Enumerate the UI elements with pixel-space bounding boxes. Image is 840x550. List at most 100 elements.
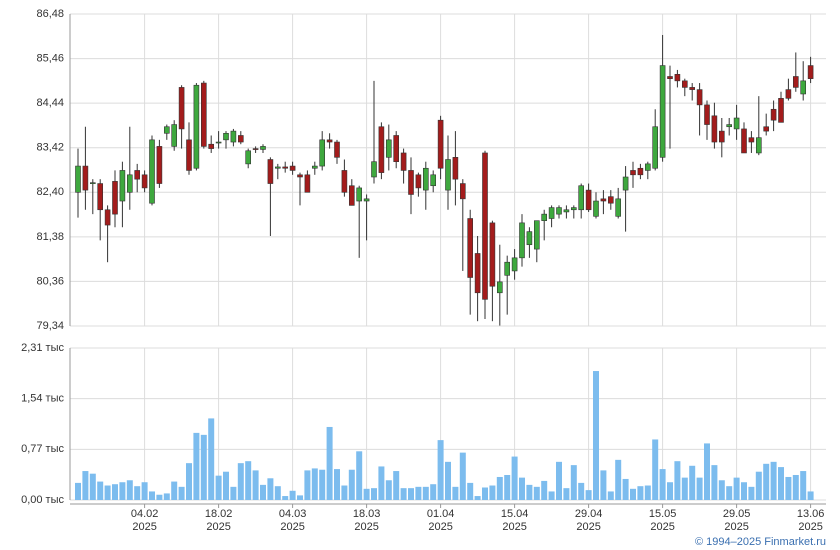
candle-body <box>600 198 607 202</box>
candle-body <box>504 261 511 276</box>
volume-bar <box>326 426 333 500</box>
x-tick-label: 01.04 <box>427 508 455 520</box>
volume-bar <box>97 481 104 500</box>
x-tick-year: 2025 <box>280 521 304 533</box>
volume-bar <box>474 496 481 500</box>
y-tick-label: 2,31 тыс <box>21 342 64 354</box>
volume-bar <box>193 432 200 500</box>
volume-bar <box>496 476 503 500</box>
volume-bar <box>223 471 229 500</box>
candle-body <box>548 207 555 219</box>
candle-body <box>208 143 214 149</box>
candle-body <box>201 82 207 147</box>
candle-body <box>674 74 681 82</box>
x-tick-label: 13.06 <box>797 508 825 520</box>
volume-bar <box>755 471 762 500</box>
y-tick-label: 82,40 <box>36 186 64 198</box>
candle-body <box>193 84 200 169</box>
candle-body <box>519 222 525 259</box>
volume-bar <box>556 461 562 500</box>
volume-bar <box>519 477 525 500</box>
candle-body <box>319 139 326 167</box>
candle-body <box>393 135 400 162</box>
volume-bar <box>644 485 651 500</box>
candle-body <box>533 220 540 250</box>
candle-body <box>526 231 533 246</box>
volume-bar <box>134 486 141 500</box>
candle-body <box>260 146 266 150</box>
x-tick-year: 2025 <box>576 521 600 533</box>
candle-body <box>149 139 155 204</box>
volume-bar <box>770 461 777 500</box>
volume-bar <box>215 475 222 500</box>
candle-body <box>607 196 614 204</box>
candle-body <box>807 65 814 79</box>
y-tick-label: 79,34 <box>36 320 64 332</box>
volume-bar <box>230 486 237 500</box>
volume-bar <box>348 469 355 500</box>
candle-body <box>90 182 96 184</box>
candle-body <box>282 166 289 169</box>
volume-bar <box>237 463 244 500</box>
y-tick-label: 85,46 <box>36 52 64 64</box>
volume-bar <box>430 484 437 500</box>
x-tick-label: 18.02 <box>205 508 233 520</box>
candle-body <box>615 198 622 217</box>
candle-body <box>356 187 363 202</box>
candle-body <box>733 117 740 130</box>
x-tick-year: 2025 <box>502 521 526 533</box>
candle-body <box>482 152 488 300</box>
volume-bar <box>630 488 636 500</box>
candle-body <box>563 209 570 213</box>
candle-body <box>785 89 792 99</box>
copyright: © 1994–2025 Finmarket.ru <box>695 536 826 548</box>
volume-bar <box>400 488 407 500</box>
volume-bar <box>467 482 474 500</box>
candle-body <box>186 139 192 171</box>
volume-bar <box>297 495 303 500</box>
candle-body <box>171 124 177 147</box>
volume-bar <box>371 488 377 500</box>
volume-bar <box>75 482 81 500</box>
candle-body <box>408 170 414 195</box>
candle-body <box>156 146 163 184</box>
candle-body <box>178 87 185 130</box>
volume-bar <box>200 434 207 500</box>
candle-body <box>430 174 437 187</box>
volume-bar <box>252 470 259 500</box>
candle-body <box>97 183 103 211</box>
volume-bar <box>89 473 96 500</box>
x-tick-label: 29.04 <box>575 508 603 520</box>
volume-bar <box>341 485 348 500</box>
candle-body <box>696 89 703 106</box>
y-tick-label: 0,77 тыс <box>21 443 64 455</box>
candle-body <box>274 166 281 169</box>
candle-body <box>496 281 503 294</box>
candle-body <box>452 157 459 180</box>
candle-body <box>570 207 577 211</box>
volume-bar <box>452 486 459 500</box>
y-tick-label: 81,38 <box>36 231 64 243</box>
volume-bar <box>563 488 570 500</box>
volume-bar <box>178 486 185 500</box>
volume-bar <box>711 465 718 500</box>
candle-body <box>311 165 318 169</box>
candle-body <box>119 170 126 202</box>
volume-bar <box>208 418 215 500</box>
candle-body <box>75 165 81 193</box>
volume-bar <box>489 485 496 500</box>
x-tick-year: 2025 <box>206 521 230 533</box>
volume-bar <box>541 480 548 500</box>
volume-bar <box>748 486 755 500</box>
volume-bar <box>437 440 444 500</box>
volume-bar <box>363 488 370 500</box>
candle-body <box>711 115 718 143</box>
candle-body <box>363 198 370 202</box>
volume-bar <box>570 465 577 500</box>
volume-bar <box>689 465 696 500</box>
candle-body <box>800 80 807 95</box>
volume-bar <box>785 476 792 500</box>
candle-body <box>348 185 355 206</box>
volume-bar <box>163 493 170 500</box>
